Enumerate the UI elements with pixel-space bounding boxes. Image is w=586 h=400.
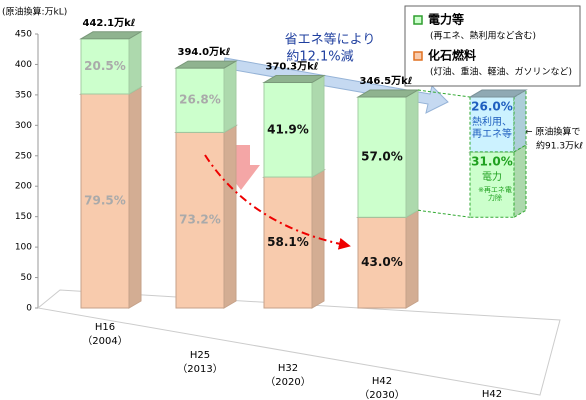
annotation: 省エネ等により	[285, 32, 376, 48]
share-label: 26.8%	[179, 93, 221, 107]
legend	[404, 5, 581, 87]
bar-top	[262, 75, 326, 84]
x-tick-label: H42	[482, 389, 502, 400]
y-tick-label: 250	[15, 151, 32, 161]
connector	[417, 89, 471, 98]
x-tick-label: H25	[190, 350, 210, 361]
share-label: 57.0%	[361, 150, 403, 164]
y-tick-label: 50	[21, 273, 33, 283]
legend-label: 化石燃料	[428, 48, 476, 63]
x-tick-label: （2013）	[177, 363, 222, 375]
bar-top	[174, 60, 238, 69]
reduction-arrow	[222, 57, 449, 114]
x-tick-label: H32	[278, 363, 298, 374]
total-label: 442.1万kℓ	[83, 17, 136, 29]
bar-segment	[80, 38, 130, 95]
bar-side	[513, 144, 527, 219]
y-tick-label: 300	[15, 121, 32, 131]
y-tick-label: 350	[15, 90, 32, 100]
share-label: 41.9%	[267, 122, 309, 136]
y-tick-label: 450	[15, 30, 32, 40]
annotation: ← 原油換算で	[525, 126, 580, 138]
bar-top	[468, 89, 528, 98]
bar-side	[223, 124, 237, 309]
bar-side	[405, 209, 419, 309]
bar-segment	[175, 131, 225, 309]
legend-label: 電力等	[428, 12, 464, 27]
total-label: 346.5万kℓ	[360, 75, 413, 87]
y-tick-label: 200	[15, 182, 32, 192]
segment-name: 電力	[482, 171, 502, 183]
share-label: 43.0%	[361, 255, 403, 269]
bar-side	[513, 89, 527, 153]
bar-top	[79, 31, 143, 40]
connector	[417, 209, 471, 218]
legend-swatch	[413, 51, 423, 61]
x-tick-label: H42	[372, 376, 392, 387]
bar-segment	[263, 176, 313, 309]
x-tick-label: （2004）	[82, 335, 127, 347]
segment-name: 熱利用、再エネ等	[472, 117, 512, 140]
x-tick-label: H16	[95, 322, 115, 333]
total-label: 370.3万kℓ	[266, 61, 319, 73]
bar-side	[223, 60, 237, 134]
x-tick-label: （2020）	[265, 376, 310, 388]
y-tick-label: 150	[15, 212, 32, 222]
legend-note: (再エネ、熱利用など含む)	[430, 30, 536, 42]
share-label: 79.5%	[84, 193, 126, 207]
segment-note: ※再エネ電力除	[478, 185, 512, 202]
share-label: 73.2%	[179, 213, 221, 227]
y-tick-label: 100	[15, 243, 32, 253]
bar-side	[128, 30, 142, 95]
share-label: 31.0%	[471, 154, 513, 168]
x-tick-label: （2030）	[359, 389, 404, 400]
total-label: 394.0万kℓ	[178, 46, 231, 58]
share-label: 58.1%	[267, 235, 309, 249]
bar-segment	[357, 96, 407, 218]
legend-note: (灯油、重油、軽油、ガソリンなど)	[430, 66, 572, 78]
down-arrow	[222, 145, 260, 190]
annotation: 約12.1%減	[286, 49, 353, 65]
share-label: 26.0%	[471, 100, 513, 114]
trend-arrow	[204, 154, 351, 250]
floor	[36, 289, 561, 396]
annotation: 約91.3万kℓ	[536, 140, 583, 152]
bar-side	[311, 74, 325, 178]
y-tick-label: 400	[15, 60, 32, 70]
y-tick-label: 0	[26, 304, 32, 314]
y-axis-label: (原油換算:万kL)	[2, 6, 67, 18]
bar-side	[405, 89, 419, 219]
legend-swatch	[413, 15, 423, 25]
bar-side	[128, 86, 142, 309]
share-label: 20.5%	[84, 59, 126, 73]
